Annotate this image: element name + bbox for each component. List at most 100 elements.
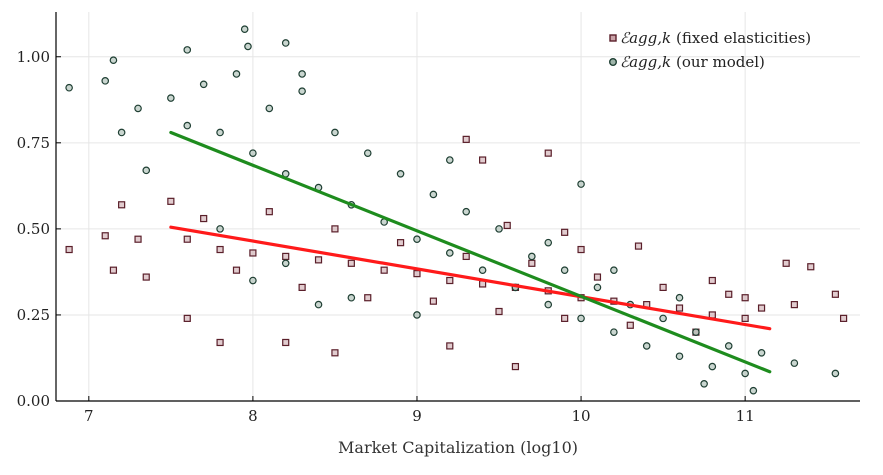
data-point-model — [265, 104, 274, 113]
data-point-fixed — [282, 252, 290, 261]
data-point-model — [396, 169, 405, 178]
x-axis-label: Market Capitalization (log10) — [338, 438, 578, 457]
data-point-fixed — [429, 297, 437, 305]
data-point-model — [700, 379, 708, 388]
legend-label-fixed: (fixed elasticities) — [676, 29, 811, 47]
data-point-model — [749, 386, 758, 395]
data-point-fixed — [839, 314, 848, 322]
data-point-model — [65, 83, 73, 92]
data-point-model — [101, 77, 110, 85]
data-point-fixed — [561, 228, 569, 236]
legend: ℰagg,k (fixed elasticities) ℰagg,k (our … — [609, 29, 811, 71]
data-point-model — [675, 352, 684, 361]
data-point-fixed — [364, 294, 372, 302]
data-point-model — [692, 328, 700, 336]
x-tick-label: 10 — [572, 407, 591, 425]
data-point-model — [244, 42, 252, 51]
y-tick-label: 0.75 — [17, 134, 50, 152]
data-point-fixed — [479, 156, 487, 164]
data-point-model — [199, 80, 208, 89]
data-point-model — [495, 225, 503, 233]
data-point-fixed — [675, 304, 684, 312]
data-point-model — [134, 104, 142, 113]
y-tick-label: 0.50 — [17, 220, 50, 238]
data-point-fixed — [167, 197, 175, 205]
data-point-fixed — [741, 314, 749, 322]
data-point-fixed — [118, 201, 126, 209]
data-point-model — [429, 190, 438, 199]
data-point-fixed — [265, 208, 273, 216]
data-point-model — [142, 166, 151, 175]
x-tick-label: 8 — [248, 407, 258, 425]
data-point-fixed — [142, 273, 150, 281]
data-point-fixed — [790, 301, 798, 309]
data-point-model — [249, 149, 257, 157]
data-point-model — [413, 311, 421, 319]
data-point-fixed — [831, 290, 839, 298]
data-point-fixed — [511, 362, 520, 371]
tick-labels: 7 8 9 10 11 0.00 0.25 0.50 0.75 1.00 — [17, 48, 755, 425]
data-point-model — [577, 180, 585, 188]
data-point-fixed — [134, 235, 142, 243]
data-point-fixed — [298, 283, 306, 291]
data-point-model — [831, 369, 840, 378]
x-tick-label: 9 — [412, 407, 422, 425]
data-point-fixed — [503, 221, 511, 230]
data-point-fixed — [282, 338, 290, 347]
data-point-fixed — [183, 314, 191, 322]
data-point-model — [298, 87, 306, 95]
data-point-fixed — [593, 273, 602, 281]
data-point-fixed — [446, 276, 454, 285]
data-point-fixed — [183, 235, 191, 243]
data-point-model — [413, 235, 421, 244]
data-point-fixed — [659, 283, 667, 291]
data-point-model — [281, 259, 290, 268]
data-point-model — [528, 252, 536, 261]
data-point-model — [544, 300, 553, 309]
data-point-model — [642, 342, 651, 350]
data-point-model — [560, 266, 569, 274]
data-point-fixed — [347, 259, 355, 267]
data-point-model — [610, 328, 618, 336]
data-point-model — [216, 225, 224, 233]
legend-symbol-model: ℰagg,k — [620, 53, 671, 71]
data-point-model — [232, 70, 241, 78]
x-tick-label: 7 — [84, 407, 94, 425]
data-point-fixed — [216, 338, 224, 347]
y-tick-label: 1.00 — [17, 48, 50, 66]
data-point-model — [544, 238, 553, 247]
data-point-fixed — [331, 225, 339, 233]
data-point-model — [117, 128, 126, 137]
data-point-model — [445, 249, 454, 257]
data-point-fixed — [634, 242, 643, 250]
data-point-fixed — [528, 259, 536, 267]
data-point-model — [281, 39, 290, 47]
x-tick-label: 11 — [736, 407, 755, 425]
data-point-fixed — [708, 276, 716, 285]
data-point-fixed — [101, 232, 109, 240]
data-point-fixed — [200, 214, 208, 223]
data-point-model — [183, 121, 192, 130]
data-point-model — [249, 276, 257, 285]
fit-line-fixed — [169, 225, 772, 331]
data-point-fixed — [626, 321, 634, 329]
data-point-model — [790, 359, 799, 367]
data-point-fixed — [396, 239, 405, 247]
data-point-fixed — [65, 245, 73, 254]
data-point-fixed — [413, 270, 421, 278]
data-point-model — [675, 293, 684, 302]
data-point-model — [109, 56, 118, 64]
data-point-model — [167, 94, 175, 102]
data-point-fixed — [577, 245, 585, 254]
data-point-model — [593, 283, 602, 292]
legend-symbol-fixed: ℰagg,k — [620, 29, 671, 47]
fit-line-model — [169, 130, 772, 374]
data-point-model — [610, 266, 618, 274]
data-point-fixed — [561, 314, 569, 322]
data-point-fixed — [446, 342, 454, 350]
data-point-model — [363, 149, 372, 157]
data-point-fixed — [741, 294, 749, 302]
data-point-model — [183, 46, 192, 54]
axes — [55, 12, 860, 402]
